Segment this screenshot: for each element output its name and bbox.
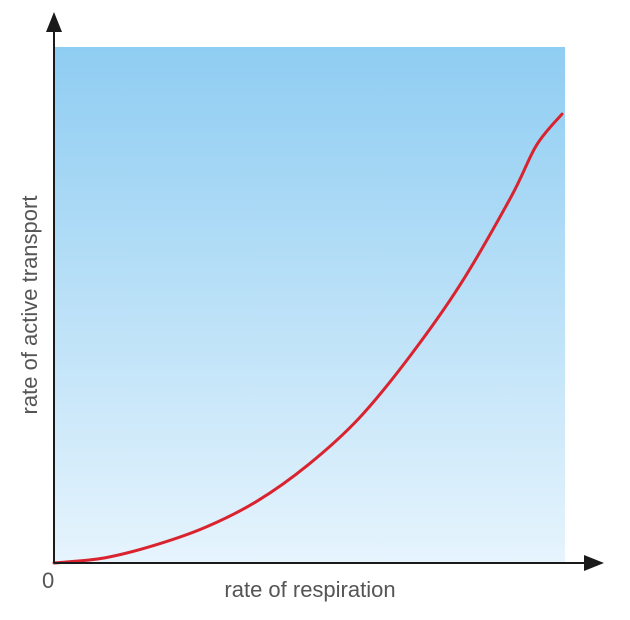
series-line-0	[52, 112, 564, 565]
y-axis-label: rate of active transport	[17, 196, 42, 415]
y-axis-arrowhead	[46, 12, 62, 32]
origin-label: 0	[42, 568, 54, 593]
data-layer	[52, 112, 564, 565]
x-axis-arrowhead	[584, 555, 604, 571]
x-axis-label: rate of respiration	[224, 577, 395, 602]
plot-area-background	[54, 47, 565, 563]
